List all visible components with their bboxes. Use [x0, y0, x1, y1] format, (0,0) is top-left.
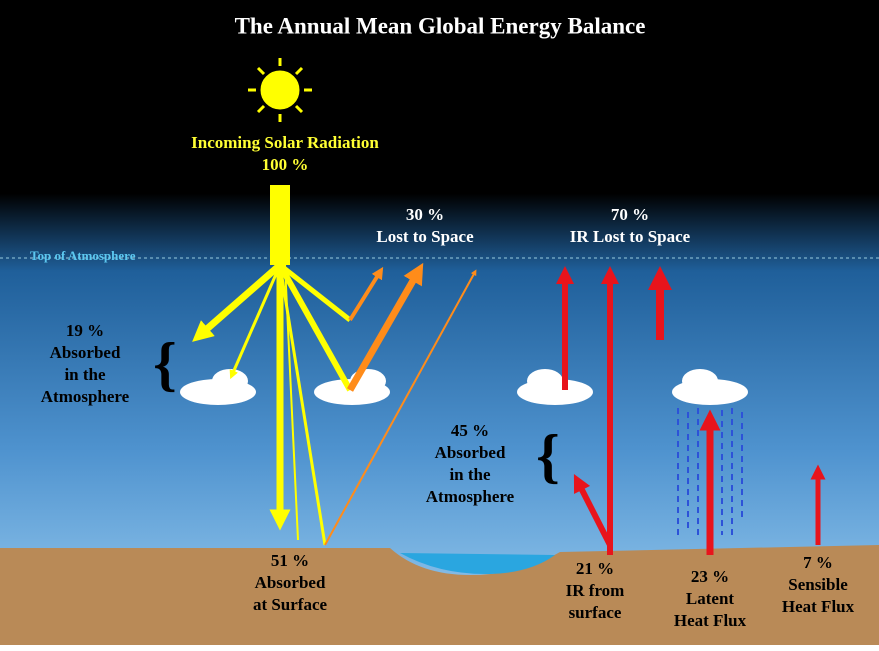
label-line: Heat Flux	[674, 611, 747, 630]
clouds	[180, 369, 748, 405]
brace: {	[536, 423, 560, 489]
label-line: 100 %	[262, 155, 309, 174]
label-line: 7 %	[803, 553, 833, 572]
title: The Annual Mean Global Energy Balance	[235, 13, 646, 38]
label-line: Latent	[686, 589, 735, 608]
ground	[0, 545, 879, 645]
rain	[677, 408, 743, 540]
label-line: Absorbed	[50, 343, 121, 362]
reflected-arrows	[324, 262, 477, 546]
label-line: Atmosphere	[426, 487, 515, 506]
labels: Incoming Solar Radiation 100 % 30 % Lost to…	[41, 133, 855, 630]
label-line: Atmosphere	[41, 387, 130, 406]
label-line: at Surface	[253, 595, 328, 614]
ir-arrows	[556, 266, 826, 555]
label-line: IR from	[566, 581, 625, 600]
label-line: 19 %	[66, 321, 104, 340]
label-line: 45 %	[451, 421, 489, 440]
label-line: 21 %	[576, 559, 614, 578]
brace: {	[153, 331, 177, 397]
label-line: Lost to Space	[376, 227, 474, 246]
label-line: 51 %	[271, 551, 309, 570]
label-line: Absorbed	[255, 573, 326, 592]
solar-arrows	[192, 185, 353, 546]
atmosphere-label: Top of Atmosphere	[30, 248, 136, 263]
label-line: IR Lost to Space	[570, 227, 691, 246]
label-line: 30 %	[406, 205, 444, 224]
label-line: Heat Flux	[782, 597, 855, 616]
label-line: in the	[64, 365, 106, 384]
lake	[400, 553, 555, 575]
label-line: 70 %	[611, 205, 649, 224]
label-line: surface	[569, 603, 622, 622]
sun	[248, 58, 312, 122]
label-line: in the	[449, 465, 491, 484]
label-line: Sensible	[788, 575, 848, 594]
label-line: Absorbed	[435, 443, 506, 462]
label-line: 23 %	[691, 567, 729, 586]
label-line: Incoming Solar Radiation	[191, 133, 379, 152]
